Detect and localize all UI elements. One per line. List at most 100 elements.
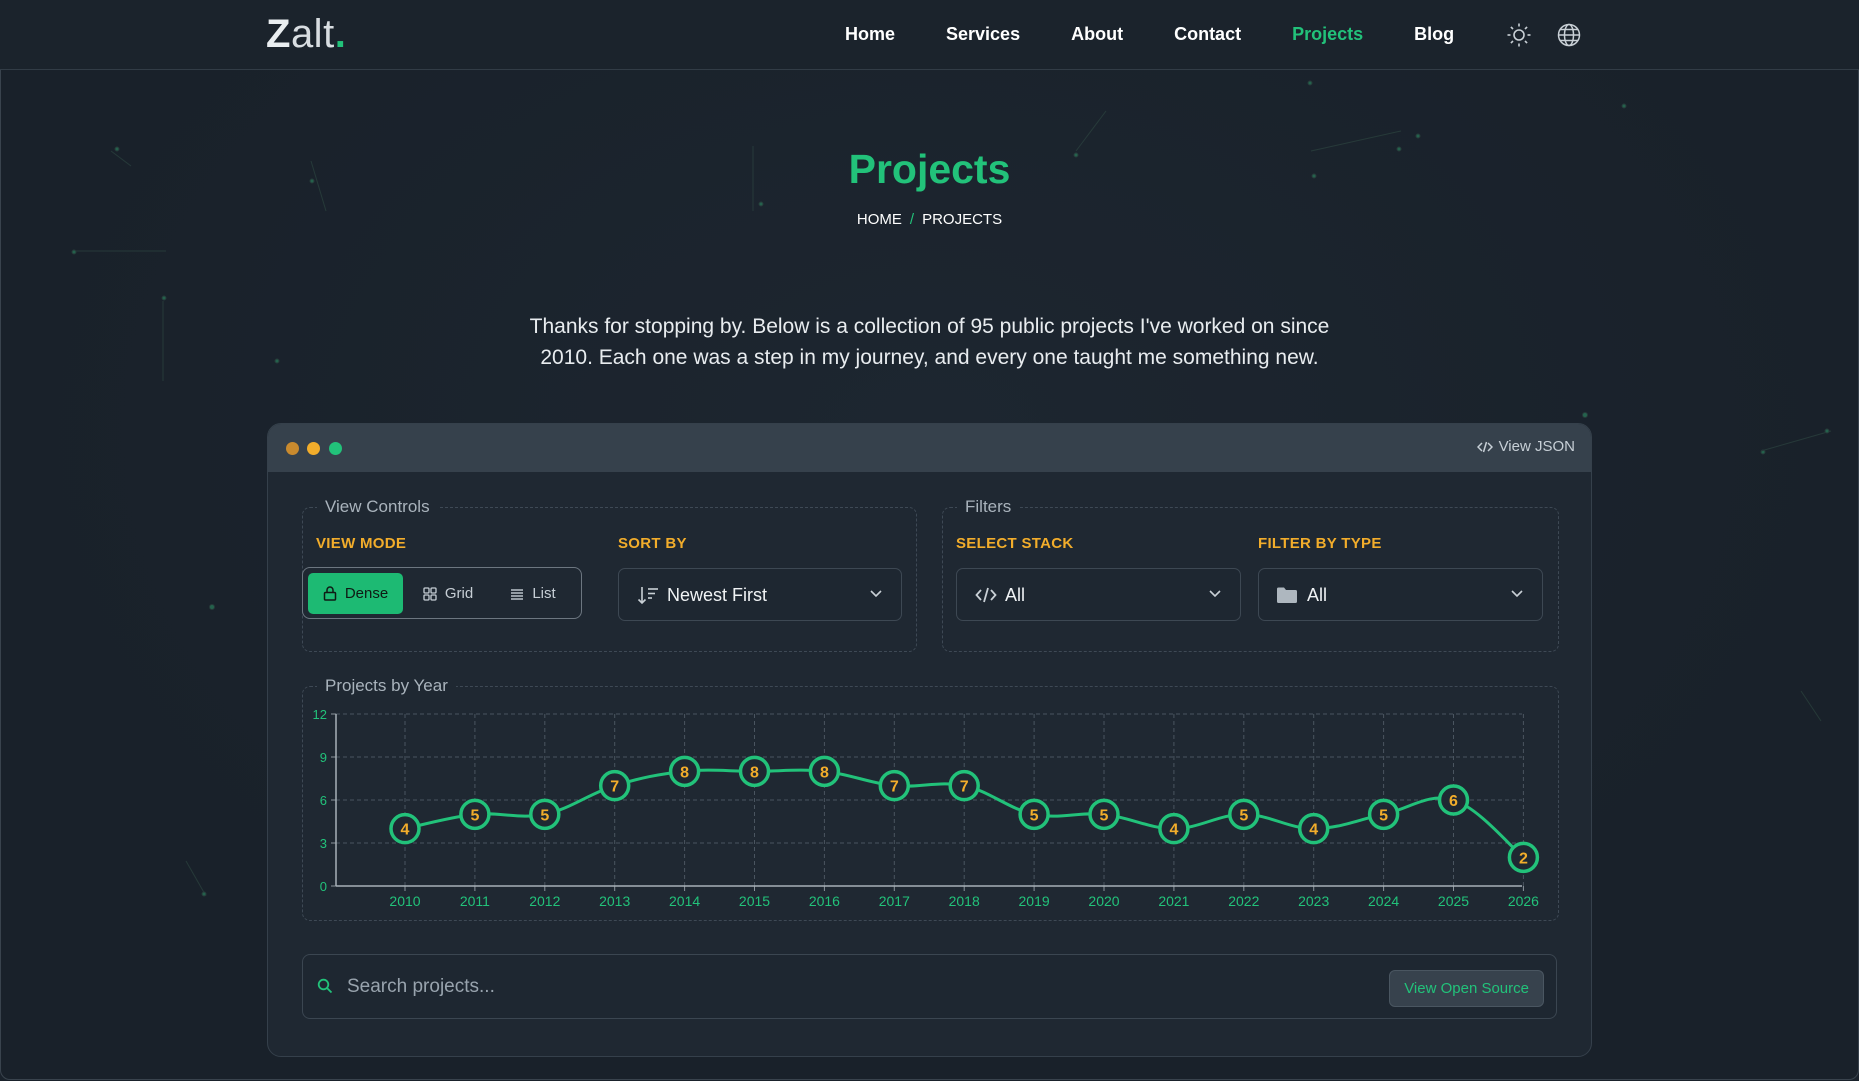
filters-legend: Filters [965, 497, 1012, 516]
breadcrumb-separator: / [909, 211, 915, 228]
data-label: 2 [1519, 850, 1528, 867]
dense-label: Dense [344, 585, 389, 602]
x-tick-label: 2022 [1228, 893, 1259, 909]
sort-by-select[interactable]: Newest First [618, 568, 902, 621]
y-tick-label: 12 [313, 707, 327, 722]
data-point [738, 755, 771, 788]
data-label: 5 [1030, 807, 1039, 824]
y-tick-label: 3 [320, 836, 327, 851]
x-tick-label: 2017 [879, 893, 910, 909]
grid-label: Grid [444, 585, 474, 602]
projects-by-year-group: Projects by Year [302, 676, 1559, 921]
logo-dot: . [334, 12, 347, 56]
data-point [1018, 798, 1050, 831]
y-tick-label: 0 [320, 879, 327, 894]
breadcrumb-current: PROJECTS [922, 211, 1003, 228]
data-label: 5 [1100, 807, 1109, 824]
view-json-label: View JSON [1498, 438, 1575, 455]
top-navbar: Zalt. Home Services About Contact Projec… [0, 0, 1859, 70]
data-label: 8 [680, 764, 689, 781]
x-tick-label: 2011 [460, 893, 490, 909]
data-label: 8 [820, 764, 829, 781]
type-select[interactable]: All [1258, 568, 1543, 621]
list-label: List [532, 585, 556, 602]
page-title: Projects [848, 146, 1011, 192]
search-bar: View Open Source [302, 954, 1557, 1019]
sort-by-value: Newest First [667, 585, 768, 605]
data-point [389, 812, 421, 845]
data-label: 4 [1169, 822, 1178, 839]
data-point [878, 769, 911, 802]
data-label: 5 [470, 807, 479, 824]
search-icon [317, 978, 333, 994]
chevron-down-icon [1209, 590, 1221, 598]
view-json-button[interactable]: View JSON [1476, 438, 1575, 455]
projects-by-year-chart: 0 3 6 9 12 2010 2011 2012 2013 2014 2015 2016 2017 20… [313, 707, 1540, 909]
x-tick-label: 2019 [1019, 893, 1050, 909]
data-point [459, 798, 491, 831]
grid-icon [423, 586, 437, 601]
view-mode-list-button[interactable]: List [498, 573, 568, 614]
projects-window: View JSON [267, 423, 1592, 1057]
stack-select[interactable]: All [956, 568, 1241, 621]
data-label: 6 [1449, 793, 1458, 810]
x-tick-label: 2012 [529, 893, 560, 909]
data-point [668, 755, 701, 788]
lock-icon [323, 586, 337, 601]
nav-home[interactable]: Home [845, 24, 896, 44]
y-tick-label: 9 [320, 750, 327, 765]
data-label: 7 [610, 779, 619, 796]
data-label: 4 [401, 822, 410, 839]
data-point [1507, 841, 1540, 874]
select-stack-label: SELECT STACK [956, 535, 1074, 552]
view-controls-legend: View Controls [325, 497, 430, 516]
x-tick-label: 2023 [1298, 893, 1329, 909]
x-tick-label: 2026 [1508, 893, 1539, 909]
globe-icon[interactable] [1556, 22, 1582, 48]
y-tick-label: 6 [320, 793, 327, 808]
x-tick-label: 2021 [1158, 893, 1189, 909]
sun-icon[interactable] [1506, 22, 1532, 48]
nav-blog[interactable]: Blog [1414, 24, 1455, 44]
data-point [1297, 812, 1330, 845]
code-icon [975, 587, 997, 603]
view-mode-dense-button[interactable]: Dense [308, 573, 403, 614]
site-logo[interactable]: Zalt. [266, 12, 346, 57]
filter-by-type-label: FILTER BY TYPE [1258, 535, 1382, 552]
data-point [808, 755, 841, 788]
data-label: 5 [540, 807, 549, 824]
stack-value: All [1005, 585, 1026, 605]
nav-projects[interactable]: Projects [1292, 24, 1364, 44]
x-tick-label: 2016 [809, 893, 840, 909]
code-icon [1476, 441, 1493, 452]
data-point [1228, 798, 1260, 831]
view-open-source-button[interactable]: View Open Source [1389, 970, 1544, 1007]
intro-text: Thanks for stopping by. Below is a colle… [529, 315, 1330, 369]
window-titlebar: View JSON [268, 424, 1591, 472]
x-tick-label: 2013 [599, 893, 630, 909]
data-label: 7 [960, 779, 969, 796]
x-tick-label: 2025 [1438, 893, 1469, 909]
window-minimize-dot [307, 442, 320, 455]
x-tick-label: 2024 [1368, 893, 1399, 909]
data-point [1088, 798, 1120, 831]
data-label: 5 [1379, 807, 1388, 824]
filters-group: Filters [942, 497, 1559, 652]
logo-initial: Z [266, 12, 291, 56]
search-input[interactable] [345, 969, 1349, 1005]
window-close-dot [286, 442, 299, 455]
x-tick-label: 2020 [1088, 893, 1119, 909]
breadcrumb-home[interactable]: HOME [856, 211, 902, 228]
chevron-down-icon [870, 590, 882, 598]
folder-icon [1277, 587, 1297, 603]
nav-services[interactable]: Services [946, 24, 1021, 44]
data-label: 8 [750, 764, 759, 781]
view-mode-grid-button[interactable]: Grid [413, 573, 483, 614]
x-tick-label: 2015 [739, 893, 770, 909]
nav-contact[interactable]: Contact [1174, 24, 1242, 44]
nav-links: Home Services About Contact Projects Blo… [845, 24, 1505, 45]
x-tick-label: 2014 [669, 893, 700, 909]
data-label: 4 [1309, 822, 1318, 839]
data-label: 7 [890, 779, 899, 796]
nav-about[interactable]: About [1071, 24, 1124, 44]
